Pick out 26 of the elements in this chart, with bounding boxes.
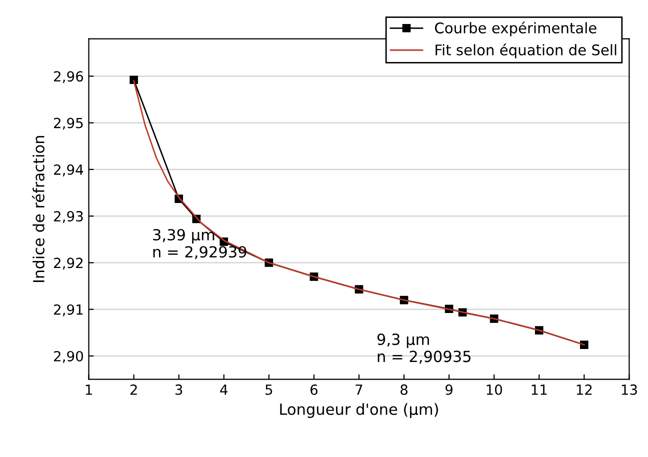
y-tick-label: 2,90 [54,350,83,363]
y-tick-label: 2,94 [54,164,84,176]
y-tick-label: 2,92 [54,258,83,270]
y-tick-label: 2,96 [54,71,84,84]
x-tick-label: 9 [446,384,453,395]
x-tick-label: 7 [356,384,362,395]
y-tick-label: 2,95 [54,118,83,130]
x-tick-label: 1 [86,384,92,395]
x-tick-label: 6 [310,384,318,395]
y-tick-label: 2,91 [54,304,83,316]
x-tick-label: 5 [266,384,272,395]
y-axis-title: Indice de réfraction [32,136,44,282]
x-tick-label: 8 [400,384,408,395]
legend-label: Fit selon équation de Sell [436,44,616,58]
annotation: 9,3 µm n = 2,90935 [377,334,471,364]
x-tick-label: 10 [486,384,502,395]
x-tick-label: 2 [130,384,137,395]
x-axis-title: Longueur d'one (µm) [280,403,438,418]
x-tick-label: 13 [622,384,637,395]
annotation: 3,39 µm n = 2,92939 [153,228,246,260]
x-tick-label: 3 [175,384,182,395]
x-tick-label: 12 [576,384,592,395]
x-tick-label: 4 [220,384,228,395]
x-tick-label: 11 [532,384,547,395]
y-tick-label: 2,93 [54,211,83,223]
legend-label: Courbe expérimentale [435,22,596,36]
